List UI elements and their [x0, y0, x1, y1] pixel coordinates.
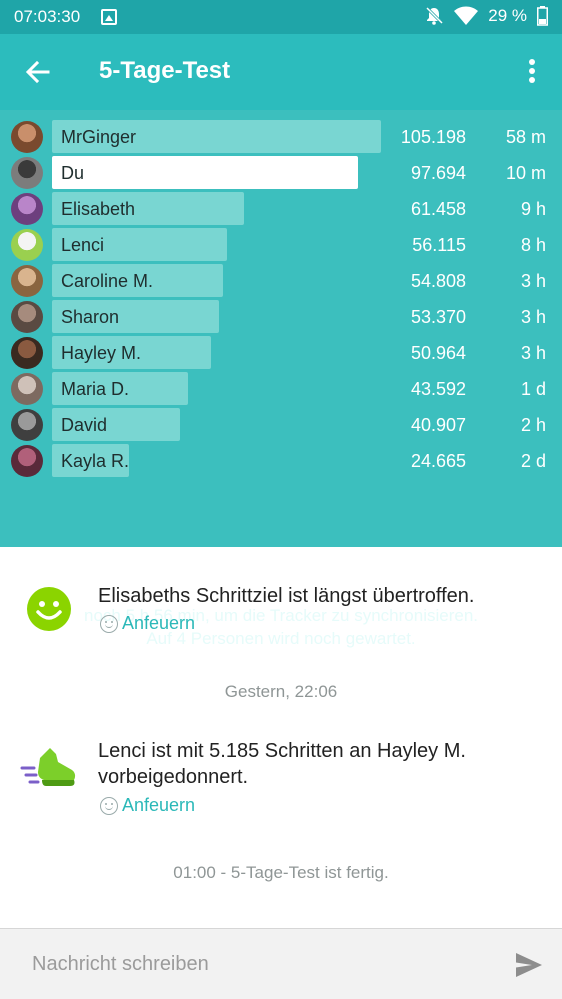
last-sync-time: 3 h [520, 271, 546, 291]
feed-separator-date: Gestern, 22:06 [224, 682, 338, 701]
status-right-group: 29 % [424, 6, 548, 26]
send-icon[interactable] [515, 951, 543, 979]
feed-item-goal-text: Elisabeths Schrittziel ist längst übertr… [98, 585, 475, 607]
progress-bar [52, 408, 180, 441]
leaderboard-row[interactable]: Elisabeth 61.458 9 h [0, 191, 562, 227]
feed-item-goal: Elisabeths Schrittziel ist längst übertr… [0, 580, 562, 650]
leaderboard-row[interactable]: MrGinger 105.198 58 m [0, 119, 562, 155]
status-bar: 07:03:30 29 % [0, 0, 562, 34]
leaderboard-row[interactable]: Kayla R. 24.665 2 d [0, 443, 562, 479]
participant-name: MrGinger [61, 127, 137, 147]
avatar[interactable] [11, 157, 43, 189]
progress-bar [52, 228, 227, 261]
avatar[interactable] [11, 445, 43, 477]
participant-name: Du [61, 163, 85, 183]
last-sync-time: 2 d [520, 451, 546, 471]
feed-item-pass: Lenci ist mit 5.185 Schritten an Hayley … [0, 738, 562, 828]
participant-name: Hayley M. [61, 343, 142, 363]
step-count: 43.592 [410, 379, 466, 399]
leaderboard-row[interactable]: Lenci 56.115 8 h [0, 227, 562, 263]
sync-note: noch 5 h 56 min, um die Tracker zu synch… [0, 604, 562, 650]
app-bar: 5-Tage-Test [0, 34, 562, 110]
image-notification-icon [101, 9, 117, 25]
wifi-icon [454, 6, 479, 25]
cheer-button[interactable]: Anfeuern [100, 613, 195, 634]
participant-name: Caroline M. [61, 271, 154, 291]
avatar[interactable] [11, 193, 43, 225]
leaderboard: MrGinger 105.198 58 m Du 97.694 10 m Elisabeth… [0, 110, 562, 648]
back-arrow-icon[interactable] [24, 58, 52, 86]
leaderboard-row[interactable]: Caroline M. 54.808 3 h [0, 263, 562, 299]
last-sync-time: 3 h [520, 343, 546, 363]
progress-bar [52, 264, 223, 297]
last-sync-time: 2 h [520, 415, 546, 435]
avatar[interactable] [11, 337, 43, 369]
cheer-smiley-icon [100, 614, 118, 633]
avatar[interactable] [11, 121, 43, 153]
step-count: 50.964 [410, 343, 466, 363]
participant-name: Maria D. [61, 379, 130, 399]
participant-name: Elisabeth [61, 199, 136, 219]
progress-bar [52, 372, 188, 405]
notifications-off-icon [426, 6, 444, 25]
step-count: 61.458 [410, 199, 466, 219]
avatar[interactable] [11, 265, 43, 297]
leaderboard-row[interactable]: Sharon 53.370 3 h [0, 299, 562, 335]
avatar[interactable] [11, 409, 43, 441]
step-count: 56.115 [412, 235, 466, 255]
leaderboard-row[interactable]: David 40.907 2 h [0, 407, 562, 443]
cheer-label: Anfeuern [122, 795, 196, 815]
cheer-button[interactable]: Anfeuern [100, 795, 195, 816]
progress-bar [52, 156, 358, 189]
page-title: 5-Tage-Test [99, 57, 231, 84]
last-sync-time: 1 d [520, 379, 546, 399]
participant-name: Kayla R. [61, 451, 130, 471]
last-sync-time: 8 h [520, 235, 546, 255]
smiley-icon [27, 587, 71, 631]
feed-separator-finished: 01:00 - 5-Tage-Test ist fertig. [173, 863, 389, 882]
status-time: 07:03:30 [14, 7, 81, 26]
cheer-smiley-icon [100, 796, 118, 815]
progress-bar [52, 444, 129, 477]
more-options-icon[interactable] [522, 56, 542, 86]
running-shoe-icon [20, 748, 76, 786]
participant-name: David [61, 415, 108, 435]
leaderboard-row[interactable]: Maria D. 43.592 1 d [0, 371, 562, 407]
progress-bar [52, 300, 219, 333]
participant-name: Sharon [61, 307, 120, 327]
step-count: 54.808 [410, 271, 466, 291]
battery-icon [537, 6, 548, 26]
progress-bar [52, 336, 211, 369]
cheer-label: Anfeuern [122, 613, 196, 633]
message-composer [0, 928, 562, 999]
last-sync-time: 9 h [520, 199, 546, 219]
feed-item-pass-text: Lenci ist mit 5.185 Schritten an Hayley … [98, 740, 466, 788]
leaderboard-row[interactable]: Du 97.694 10 m [0, 155, 562, 191]
progress-bar [52, 192, 244, 225]
step-count: 24.665 [410, 451, 466, 471]
message-input[interactable] [32, 949, 472, 979]
avatar[interactable] [11, 301, 43, 333]
step-count: 53.370 [410, 307, 466, 327]
step-count: 97.694 [410, 163, 466, 183]
step-count: 105.198 [400, 127, 466, 147]
step-count: 40.907 [410, 415, 466, 435]
participant-name: Lenci [61, 235, 105, 255]
last-sync-time: 3 h [520, 307, 546, 327]
avatar[interactable] [11, 229, 43, 261]
battery-percent: 29 % [488, 6, 527, 25]
sync-note-line1: noch 5 h 56 min, um die Tracker zu synch… [83, 606, 479, 625]
avatar[interactable] [11, 373, 43, 405]
last-sync-time: 58 m [505, 127, 546, 147]
leaderboard-row[interactable]: Hayley M. 50.964 3 h [0, 335, 562, 371]
sync-note-line2: Auf 4 Personen wird noch gewartet. [146, 629, 416, 648]
last-sync-time: 10 m [505, 163, 546, 183]
progress-bar [52, 120, 381, 153]
